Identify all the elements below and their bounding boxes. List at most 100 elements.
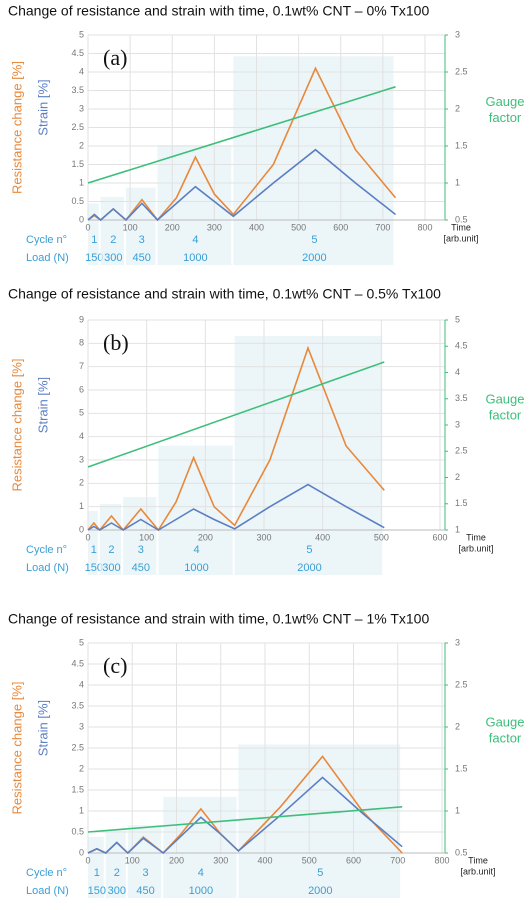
y-tick-label: 4.5 [71,658,84,668]
cycle-load: 1000 [183,252,207,264]
series-line [87,86,396,184]
x-tick-label: 800 [417,222,432,232]
y-tick-label: 1.5 [71,784,84,794]
x-tick-label: 500 [302,855,317,865]
cycle-number: 1 [91,544,97,556]
y-tick-label: 4 [79,66,84,76]
x-label: Time [468,855,488,865]
y-tick-label: 0.5 [71,196,84,206]
y-tick-label: 0 [79,524,84,534]
cycle-number: 2 [110,234,116,246]
y-tick-label: 1.5 [71,159,84,169]
cycle-load: 1000 [189,885,213,897]
y-tick-label: 2.5 [71,122,84,132]
y-tick-label: 4.5 [71,48,84,58]
series-line [87,483,385,531]
load-label: Load (N) [26,562,69,574]
y-tick-label: 5 [79,29,84,39]
chart-title: Change of resistance and strain with tim… [8,286,441,302]
x-tick-label: 500 [374,532,389,542]
cycle-load: 2000 [308,885,332,897]
y-label: Resistance change [%] [9,682,24,815]
y-label: Resistance change [%] [9,359,24,492]
y-label: Strain [%] [35,377,50,433]
x-tick-label: 500 [291,222,306,232]
cycle-load: 450 [133,252,151,264]
x-tick-label: 0 [85,855,90,865]
y2-tick-label: 0.5 [455,847,468,857]
y2-tick-label: 1 [455,524,460,534]
y-tick-label: 0.5 [71,826,84,836]
y-tick-label: 2.5 [71,742,84,752]
cycle-number: 3 [139,234,145,246]
cycle-label: Cycle n° [26,234,67,246]
cycle-load: 450 [132,562,150,574]
x-tick-label: 0 [85,222,90,232]
y-tick-label: 2 [79,478,84,488]
cycle-span [157,145,232,265]
x-tick-label: 800 [434,855,449,865]
cycle-label: Cycle n° [26,544,67,556]
series-line [87,148,397,222]
x-unit: [arb.unit] [443,233,478,243]
cycle-number: 5 [306,544,312,556]
y2-label: factor [489,730,522,745]
cycle-number: 2 [108,544,114,556]
cycle-number: 5 [311,234,317,246]
y2-tick-label: 3 [455,419,460,429]
cycle-label: Cycle n° [26,867,67,879]
y2-tick-label: 2 [455,721,460,731]
y2-tick-label: 1.5 [455,498,468,508]
y2-tick-label: 2.5 [455,446,468,456]
cycle-number: 1 [91,234,97,246]
y2-label: Gauge [485,94,524,109]
x-tick-label: 700 [375,222,390,232]
y-tick-label: 3.5 [71,85,84,95]
y2-tick-label: 0.5 [455,214,468,224]
x-tick-label: 700 [390,855,405,865]
y-tick-label: 5 [79,637,84,647]
y2-tick-label: 2.5 [455,66,468,76]
y-tick-label: 2 [79,140,84,150]
y2-tick-label: 1.5 [455,763,468,773]
y2-label: factor [489,110,522,125]
y2-tick-label: 4 [455,367,460,377]
x-label: Time [466,532,486,542]
x-tick-label: 100 [125,855,140,865]
chart-title: Change of resistance and strain with tim… [8,611,429,627]
cycle-number: 1 [94,867,100,879]
cycle-load: 450 [136,885,154,897]
x-tick-label: 300 [207,222,222,232]
cycle-span [233,56,394,265]
cycle-span [234,336,383,575]
y2-tick-label: 1 [455,177,460,187]
x-tick-label: 400 [249,222,264,232]
panel-label: (c) [103,653,127,678]
cycle-number: 5 [317,867,323,879]
y2-label: Gauge [485,391,524,406]
cycle-span [163,796,237,898]
x-tick-label: 0 [85,532,90,542]
series-line [87,361,385,468]
y-tick-label: 0 [79,214,84,224]
series-line [87,776,403,855]
cycle-load: 2000 [302,252,326,264]
y-tick-label: 2 [79,763,84,773]
x-tick-label: 200 [169,855,184,865]
y-tick-label: 7 [79,361,84,371]
y2-tick-label: 3 [455,637,460,647]
cycle-load: 300 [108,885,126,897]
y-tick-label: 6 [79,384,84,394]
panel-label: (b) [103,330,129,355]
x-tick-label: 100 [139,532,154,542]
y-tick-label: 5 [79,408,84,418]
x-tick-label: 600 [432,532,447,542]
y-tick-label: 4 [79,431,84,441]
cycle-load: 150 [85,252,103,264]
cycle-number: 3 [142,867,148,879]
y-tick-label: 0 [79,847,84,857]
y2-tick-label: 1 [455,805,460,815]
cycle-number: 4 [192,234,198,246]
x-unit: [arb.unit] [458,543,493,553]
